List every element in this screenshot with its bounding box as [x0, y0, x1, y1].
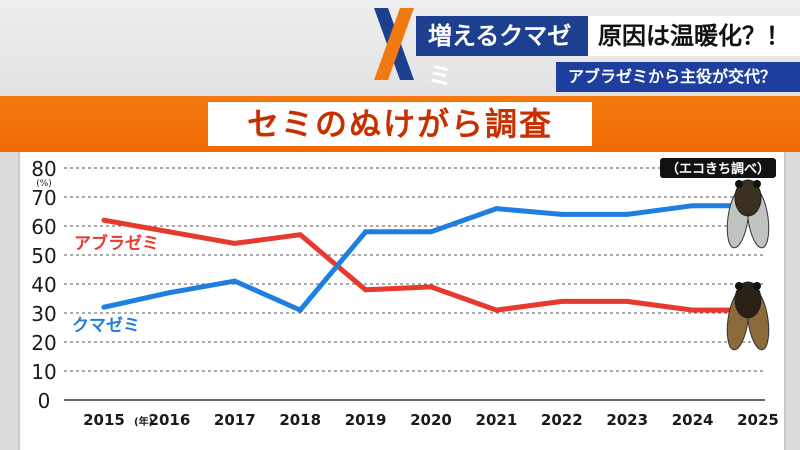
- data-point: [363, 287, 369, 293]
- y-tick-label: 50: [31, 244, 56, 268]
- y-tick-label: 20: [31, 331, 56, 355]
- x-tick-label: 2023: [606, 411, 648, 429]
- cicada-aburazemi-icon: [726, 281, 770, 351]
- source-label: （エコきち調べ）: [666, 161, 770, 177]
- x-tick-label: 2025: [737, 411, 779, 429]
- data-point: [101, 304, 107, 310]
- data-point: [559, 298, 565, 304]
- data-point: [297, 232, 303, 238]
- y-tick-label: 70: [31, 186, 56, 210]
- x-axis-unit: (年): [134, 415, 153, 428]
- data-point: [690, 307, 696, 313]
- cicada-kumazemi-icon: [726, 179, 770, 249]
- x-tick-label: 2020: [410, 411, 452, 429]
- data-point: [363, 229, 369, 235]
- data-point: [166, 229, 172, 235]
- chart-title: セミのぬけがら調査: [208, 102, 592, 146]
- header-bar: 増えるクマゼミ 原因は温暖化？！ アブラゼミから主役が交代？: [0, 0, 800, 96]
- source-label-box: [660, 158, 776, 178]
- headline-topic: 増えるクマゼミ: [416, 16, 588, 90]
- data-point: [428, 284, 434, 290]
- data-point: [624, 298, 630, 304]
- x-logo-icon: [374, 8, 414, 80]
- subheadline: アブラゼミから主役が交代？: [556, 62, 800, 92]
- x-tick-label: 2016: [149, 411, 191, 429]
- data-point: [232, 240, 238, 246]
- y-tick-label: 80: [31, 157, 56, 181]
- x-tick-label: 2024: [672, 411, 714, 429]
- y-tick-label: 30: [31, 302, 56, 326]
- x-tick-label: 2018: [279, 411, 321, 429]
- y-tick-label: 40: [31, 273, 56, 297]
- data-point: [690, 203, 696, 209]
- x-tick-label: 2019: [345, 411, 387, 429]
- series-label: アブラゼミ: [74, 233, 159, 254]
- series-line-kumazemi: [101, 203, 761, 313]
- y-tick-label: 60: [31, 215, 56, 239]
- data-point: [297, 307, 303, 313]
- y-tick-label: 10: [31, 360, 56, 384]
- x-tick-label: 2017: [214, 411, 256, 429]
- data-point: [493, 206, 499, 212]
- x-tick-label: 2022: [541, 411, 583, 429]
- data-point: [166, 290, 172, 296]
- data-point: [101, 217, 107, 223]
- headline-tag: 増えるクマゼミ 原因は温暖化？！: [416, 16, 800, 90]
- data-point: [559, 211, 565, 217]
- x-tick-label: 2021: [476, 411, 518, 429]
- series-label: クマゼミ: [72, 315, 140, 336]
- x-tick-label: 2015: [83, 411, 125, 429]
- title-band: セミのぬけがら調査: [0, 96, 800, 152]
- data-point: [493, 307, 499, 313]
- data-point: [232, 278, 238, 284]
- data-point: [428, 229, 434, 235]
- data-point: [624, 211, 630, 217]
- y-axis-unit: (%): [36, 179, 52, 189]
- y-tick-label: 0: [38, 389, 51, 413]
- headline-question: 原因は温暖化？！: [588, 16, 800, 56]
